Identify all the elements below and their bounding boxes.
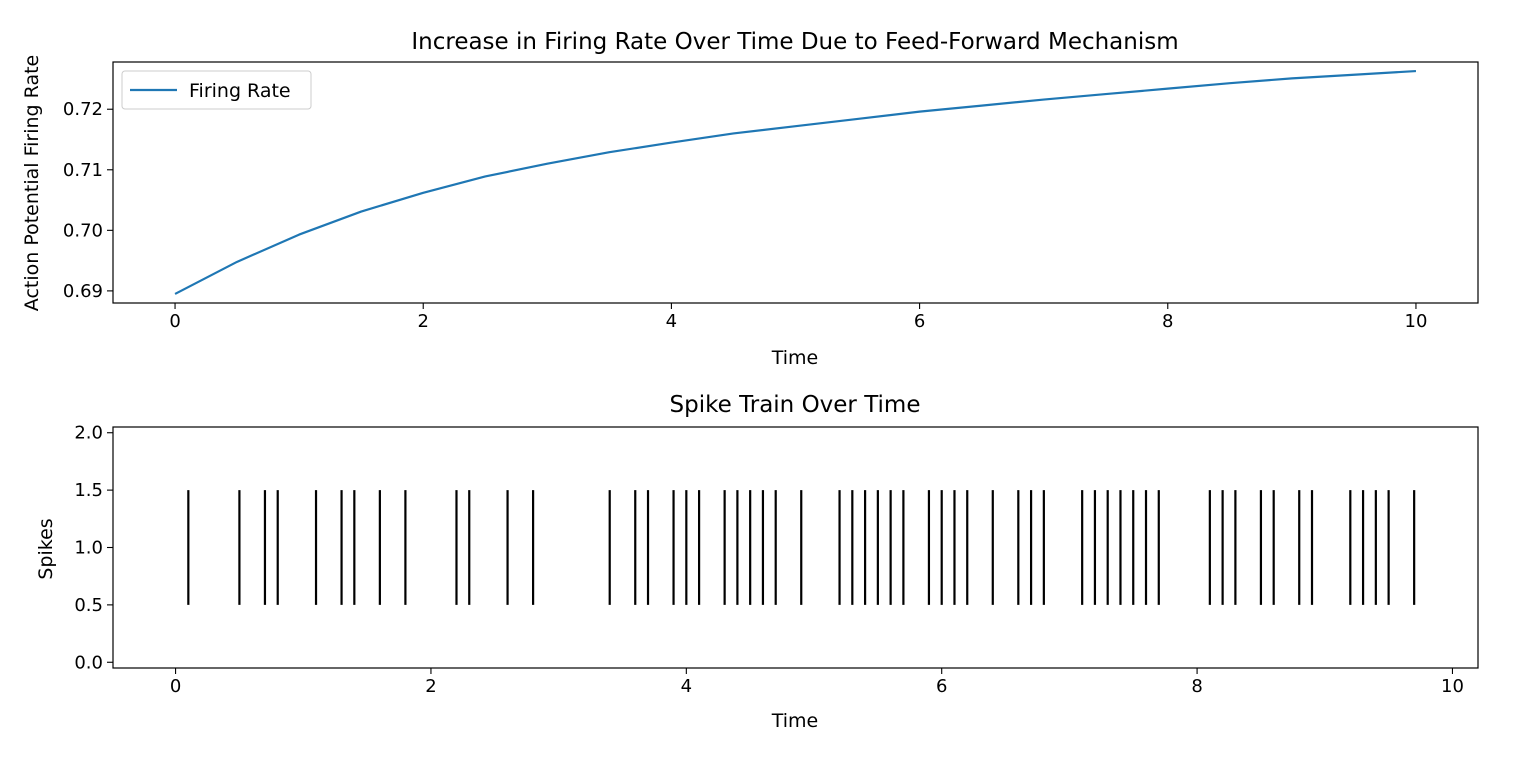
- spike-train-y-ticks: 0.0 0.5 1.0 1.5 2.0: [74, 423, 113, 673]
- spike-train-plot-area: [187, 490, 1416, 605]
- spike-train-title: Spike Train Over Time: [670, 392, 921, 418]
- x-tick-label: 4: [666, 311, 677, 332]
- legend-box: [121, 70, 312, 110]
- legend: Firing Rate: [121, 70, 312, 110]
- firing-rate-plot-area: [174, 69, 1417, 295]
- firing-rate-x-ticks: 0 2 4 6 8 10: [169, 303, 1427, 332]
- y-tick-label: 0.5: [74, 595, 103, 616]
- y-tick-label: 1.5: [74, 480, 103, 501]
- y-tick-label: 0.72: [63, 99, 103, 120]
- legend-label-firing-rate: Firing Rate: [189, 80, 291, 102]
- y-tick-label: 0.71: [63, 160, 103, 181]
- firing-rate-subplot: Increase in Firing Rate Over Time Due to…: [21, 29, 1479, 369]
- firing-rate-title: Increase in Firing Rate Over Time Due to…: [411, 29, 1178, 55]
- firing-rate-x-axis-label: Time: [771, 347, 819, 369]
- spike-train-x-ticks: 0 2 4 6 8 10: [170, 668, 1464, 697]
- y-tick-label: 1.0: [74, 538, 103, 559]
- spike-train-x-axis-label: Time: [771, 710, 819, 732]
- y-tick-label: 0.70: [63, 220, 103, 241]
- firing-rate-y-axis-label: Action Potential Firing Rate: [21, 55, 43, 311]
- x-tick-label: 2: [425, 676, 436, 697]
- x-tick-label: 10: [1441, 676, 1464, 697]
- y-tick-label: 0.69: [63, 281, 103, 302]
- series-line-firing-rate: [174, 69, 1417, 295]
- x-tick-label: 6: [914, 311, 925, 332]
- x-tick-label: 8: [1191, 676, 1202, 697]
- y-tick-label: 2.0: [74, 423, 103, 444]
- firing-rate-axes-frame: [112, 61, 1479, 304]
- x-tick-label: 10: [1405, 311, 1428, 332]
- spike-train-subplot: Spike Train Over Time 0 2 4 6 8 10 0.0 0.5 1.0 1…: [35, 392, 1479, 732]
- x-tick-label: 2: [418, 311, 429, 332]
- x-tick-label: 8: [1162, 311, 1173, 332]
- y-tick-label: 0.0: [74, 652, 103, 673]
- x-tick-label: 4: [681, 676, 692, 697]
- firing-rate-y-ticks: 0.69 0.70 0.71 0.72: [63, 99, 113, 302]
- x-tick-label: 6: [936, 676, 947, 697]
- x-tick-label: 0: [169, 311, 180, 332]
- spike-train-y-axis-label: Spikes: [35, 518, 57, 579]
- x-tick-label: 0: [170, 676, 181, 697]
